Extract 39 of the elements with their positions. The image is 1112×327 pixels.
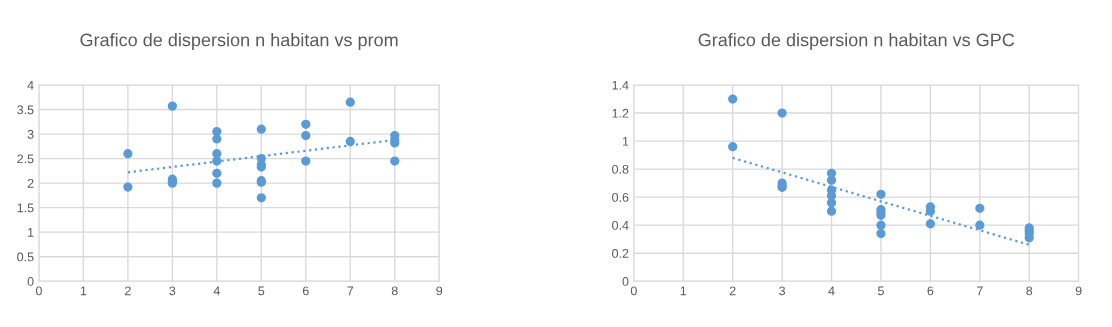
y-tick-label: 1	[622, 137, 629, 146]
x-tick-label: 6	[302, 286, 309, 296]
x-tick-label: 9	[436, 286, 443, 296]
y-tick-label: 1	[28, 228, 34, 237]
chart-title: Grafico de dispersion n habitan vs GPC	[698, 33, 1015, 50]
y-tick-label: 0.4	[612, 220, 629, 230]
x-tick-label: 0	[630, 286, 637, 296]
y-tick-label: 0.2	[612, 248, 629, 258]
x-tick-label: 3	[779, 286, 786, 296]
x-tick-label: 8	[391, 286, 398, 296]
x-tick-label: 2	[729, 286, 736, 296]
y-tick-label: 2	[27, 178, 34, 188]
chart-title: Grafico de dispersion n habitan vs prom	[80, 33, 398, 50]
x-tick-label: 4	[828, 286, 835, 296]
y-tick-label: 1.2	[612, 108, 629, 118]
y-tick-label: 0.5	[17, 252, 34, 262]
x-tick-label: 5	[258, 286, 265, 296]
x-tick-label: 1	[80, 286, 87, 296]
x-tick-label: 4	[213, 286, 220, 296]
x-tick-label: 0	[35, 286, 42, 296]
x-tick-label: 3	[169, 286, 176, 296]
y-tick-label: 0.8	[612, 164, 629, 174]
y-tick-label: 1.5	[17, 203, 34, 213]
y-tick-label: 1.4	[612, 80, 629, 90]
y-tick-label: 0	[622, 277, 629, 286]
y-tick-label: 3	[27, 129, 34, 139]
x-tick-label: 7	[347, 286, 354, 296]
y-tick-label: 0	[27, 277, 34, 286]
y-tick-label: 0.6	[612, 192, 629, 202]
y-tick-label: 4	[27, 80, 34, 90]
y-tick-label: 3.5	[17, 105, 34, 115]
x-tick-label: 1	[680, 286, 687, 296]
x-tick-label: 8	[1026, 286, 1033, 296]
y-tick-label: 2.5	[17, 154, 34, 164]
x-tick-label: 7	[976, 286, 983, 296]
x-tick-label: 2	[125, 286, 131, 296]
x-tick-label: 9	[1075, 286, 1082, 296]
x-tick-label: 5	[877, 286, 884, 296]
x-tick-label: 6	[927, 286, 934, 296]
